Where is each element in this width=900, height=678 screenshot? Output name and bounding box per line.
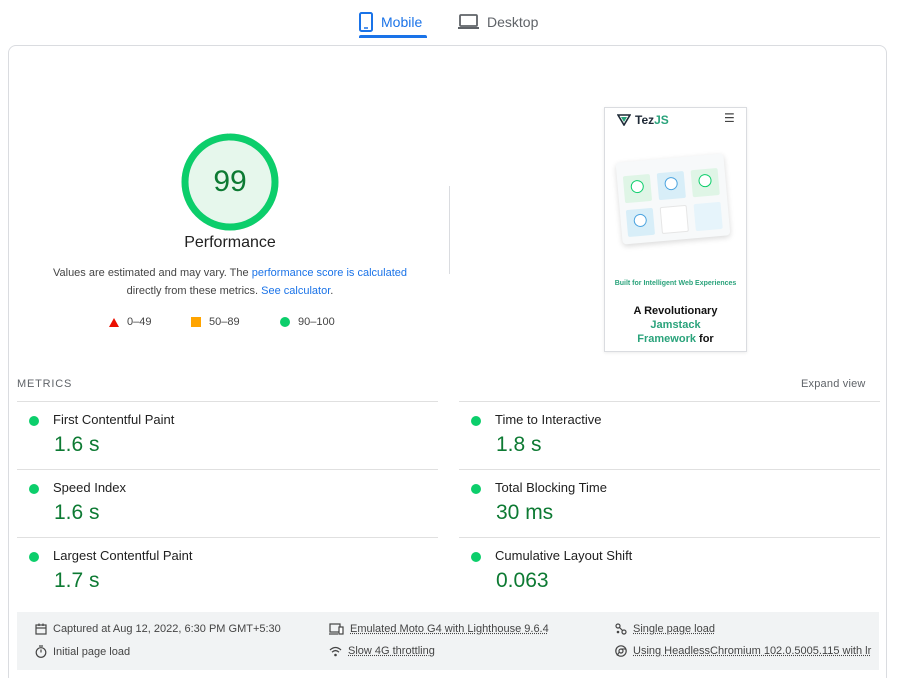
smartphone-icon (359, 12, 373, 32)
summary-divider (449, 186, 450, 274)
initial-load-text: Initial page load (53, 646, 130, 658)
mock-score-circle (698, 174, 712, 188)
devices-icon (329, 623, 344, 635)
heading-line3b: for (696, 333, 714, 345)
calendar-icon (35, 623, 47, 635)
triangle-icon (109, 318, 119, 327)
mock-score-circle (633, 213, 647, 227)
page-load-text[interactable]: Single page load (633, 623, 715, 635)
screenshot-tagline: Built for Intelligent Web Experiences (613, 279, 738, 289)
legend-average-label: 50–89 (209, 316, 240, 328)
desc-middle: directly from these metrics. (127, 285, 261, 297)
device-text[interactable]: Emulated Moto G4 with Lighthouse 9.6.4 (350, 623, 549, 635)
metric-title: Total Blocking Time (495, 480, 607, 495)
report-card: 99 Performance Values are estimated and … (8, 45, 887, 678)
wifi-icon (329, 646, 342, 657)
mock-tile (660, 205, 689, 234)
metric-first-contentful-paint: First Contentful Paint 1.6 s (17, 401, 438, 468)
dashboard-mockup-image (616, 153, 731, 244)
throttling-text[interactable]: Slow 4G throttling (348, 645, 435, 657)
device-tabs: Mobile Desktop (0, 0, 900, 40)
tab-desktop[interactable]: Desktop (458, 6, 538, 38)
chrome-icon (615, 645, 627, 657)
mock-tile (694, 202, 723, 231)
square-icon (191, 317, 201, 327)
performance-gauge: 99 (177, 129, 283, 235)
expand-view-button[interactable]: Expand view (801, 378, 866, 390)
mock-tile (657, 171, 686, 200)
tezjs-logo: TezJS (635, 113, 669, 127)
mock-score-circle (630, 180, 644, 194)
metric-title: Cumulative Layout Shift (495, 548, 632, 563)
see-calculator-link[interactable]: See calculator (261, 285, 330, 297)
metric-largest-contentful-paint: Largest Contentful Paint 1.7 s (17, 537, 438, 604)
metrics-heading: METRICS (17, 378, 72, 390)
legend-fail-label: 0–49 (127, 316, 151, 328)
metric-cumulative-layout-shift: Cumulative Layout Shift 0.063 (459, 537, 880, 604)
info-throttling: Slow 4G throttling (329, 645, 435, 657)
captured-text: Captured at Aug 12, 2022, 6:30 PM GMT+5:… (53, 623, 281, 635)
mock-tile (691, 168, 720, 197)
performance-title: Performance (129, 234, 331, 252)
screenshot-heading: A Revolutionary Jamstack Framework for (609, 304, 742, 346)
metric-title: Largest Contentful Paint (53, 548, 192, 563)
legend-pass: 90–100 (280, 316, 335, 328)
mock-tile (626, 208, 655, 237)
circle-icon (280, 317, 290, 327)
runtime-info-panel: Captured at Aug 12, 2022, 6:30 PM GMT+5:… (17, 612, 879, 670)
performance-score: 99 (177, 129, 283, 235)
score-calculated-link[interactable]: performance score is calculated (252, 267, 407, 279)
tab-mobile[interactable]: Mobile (359, 6, 422, 38)
pass-circle-icon (29, 416, 39, 426)
info-browser: Using HeadlessChromium 102.0.5005.115 wi… (615, 645, 871, 657)
metric-time-to-interactive: Time to Interactive 1.8 s (459, 401, 880, 468)
info-initial-load: Initial page load (35, 645, 130, 658)
timer-icon (35, 645, 47, 658)
legend-fail: 0–49 (109, 316, 151, 328)
metric-value: 1.6 s (54, 501, 100, 525)
logo-text-b: JS (654, 113, 669, 127)
hamburger-menu-icon: ☰ (724, 111, 735, 125)
metric-title: Speed Index (53, 480, 126, 495)
logo-text-a: Tez (635, 113, 654, 127)
tab-desktop-label: Desktop (487, 14, 538, 30)
metric-value: 1.6 s (54, 433, 100, 457)
metric-title: First Contentful Paint (53, 412, 174, 427)
legend-average: 50–89 (191, 316, 240, 328)
performance-description: Values are estimated and may vary. The p… (39, 264, 421, 300)
metric-value: 1.7 s (54, 569, 100, 593)
desc-suffix: . (330, 285, 333, 297)
metric-title: Time to Interactive (495, 412, 601, 427)
nodes-icon (615, 623, 627, 635)
pass-circle-icon (29, 552, 39, 562)
pass-circle-icon (471, 416, 481, 426)
info-device: Emulated Moto G4 with Lighthouse 9.6.4 (329, 623, 549, 635)
metric-value: 0.063 (496, 569, 549, 593)
metric-value: 1.8 s (496, 433, 542, 457)
tezjs-logo-icon (617, 114, 631, 126)
laptop-icon (458, 14, 479, 30)
heading-line3a: Framework (637, 333, 696, 345)
info-captured: Captured at Aug 12, 2022, 6:30 PM GMT+5:… (35, 623, 281, 635)
legend-pass-label: 90–100 (298, 316, 335, 328)
metric-speed-index: Speed Index 1.6 s (17, 469, 438, 536)
pass-circle-icon (471, 552, 481, 562)
browser-text[interactable]: Using HeadlessChromium 102.0.5005.115 wi… (633, 645, 871, 657)
metric-value: 30 ms (496, 501, 553, 525)
mock-tile (623, 174, 652, 203)
heading-line1: A Revolutionary (634, 305, 718, 317)
pass-circle-icon (29, 484, 39, 494)
final-screenshot[interactable]: TezJS ☰ Built for Intelligent Web Experi… (604, 107, 747, 352)
metric-total-blocking-time: Total Blocking Time 30 ms (459, 469, 880, 536)
desc-prefix: Values are estimated and may vary. The (53, 267, 252, 279)
heading-line2: Jamstack (650, 319, 700, 331)
pass-circle-icon (471, 484, 481, 494)
active-tab-indicator (359, 35, 427, 38)
info-page-load: Single page load (615, 623, 715, 635)
mock-score-circle (664, 177, 678, 191)
tab-mobile-label: Mobile (381, 14, 422, 30)
